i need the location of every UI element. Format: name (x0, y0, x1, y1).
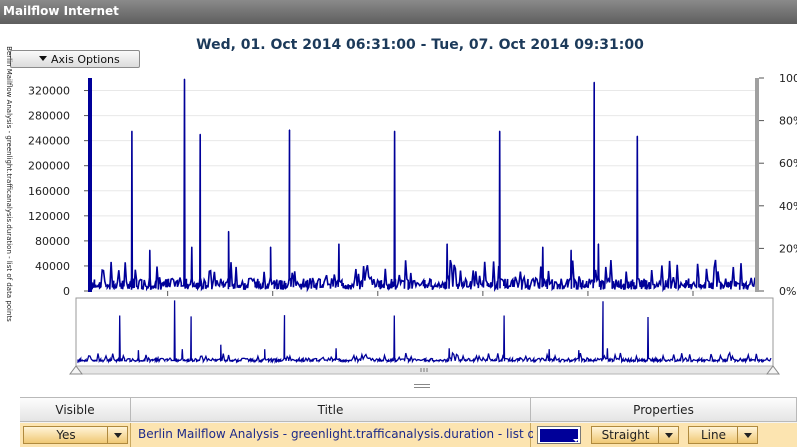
chevron-down-icon (737, 427, 757, 443)
series-color-picker[interactable] (537, 426, 581, 444)
y2-tick-label: 100% (779, 72, 797, 85)
y2-tick-label: 0% (779, 285, 796, 298)
spike-point (597, 243, 600, 245)
y-tick-label: 320000 (28, 85, 70, 98)
spike-point (191, 246, 193, 248)
window-title-bar: Mailflow Internet (0, 0, 797, 24)
spike-point (199, 133, 201, 135)
line-style-value: Line (700, 428, 726, 442)
scroll-left-handle[interactable] (69, 365, 83, 375)
scroll-thumb-grip[interactable] (420, 368, 428, 372)
visible-cell (20, 423, 131, 447)
spike-point (570, 249, 572, 251)
scroll-right-handle[interactable] (766, 365, 780, 375)
axis-options-label: Axis Options (51, 53, 120, 66)
chevron-down-icon (658, 427, 678, 443)
y-tick-label: 280000 (28, 110, 70, 123)
window-title: Mailflow Internet (3, 4, 119, 18)
column-header-properties[interactable]: Properties (531, 398, 797, 422)
spike-point (394, 130, 396, 132)
axis-options-button[interactable]: Axis Options (10, 50, 140, 68)
series-grid: Visible Title Properties Yes Berlin Mail… (20, 397, 797, 447)
spike-point (270, 246, 272, 248)
spike-point (593, 81, 595, 83)
interpolation-value: Straight (601, 428, 650, 442)
chevron-down-icon (39, 56, 47, 61)
overview-series-line (77, 300, 772, 364)
column-header-title[interactable]: Title (131, 398, 531, 422)
spike-point (288, 129, 291, 131)
interpolation-dropdown[interactable]: Straight (591, 426, 679, 444)
y-tick-label: 0 (63, 285, 70, 298)
series-title: Berlin Mailflow Analysis - greenlight.tr… (138, 427, 533, 441)
right-axis-bar (755, 78, 759, 292)
chevron-down-icon (107, 427, 127, 443)
y-tick-label: 120000 (28, 210, 70, 223)
table-row[interactable]: Yes Berlin Mailflow Analysis - greenligh… (20, 423, 797, 447)
chevron-down-icon (573, 439, 579, 442)
chart-title: Wed, 01. Oct 2014 06:31:00 - Tue, 07. Oc… (196, 37, 644, 53)
y-tick-label: 80000 (35, 235, 70, 248)
y-tick-label: 240000 (28, 135, 70, 148)
y2-tick-label: 60% (779, 157, 797, 170)
column-header-visible[interactable]: Visible (20, 398, 131, 422)
y-tick-label: 40000 (35, 260, 70, 273)
overview-navigator[interactable] (69, 297, 780, 375)
spike-point (131, 130, 133, 132)
line-style-dropdown[interactable]: Line (688, 426, 758, 444)
panel-splitter[interactable] (414, 384, 430, 390)
visible-value: Yes (56, 428, 76, 442)
y-tick-label: 160000 (28, 185, 70, 198)
spike-point (338, 243, 340, 245)
y2-tick-label: 80% (779, 115, 797, 128)
color-swatch (540, 429, 578, 442)
spike-point (636, 135, 638, 137)
spike-point (227, 230, 230, 233)
y2-tick-label: 40% (779, 200, 797, 213)
spike-point (149, 249, 151, 251)
y2-tick-label: 20% (779, 242, 797, 255)
spike-point (446, 243, 448, 245)
left-axis-bar (88, 78, 92, 292)
y-tick-label: 200000 (28, 160, 70, 173)
spike-point (499, 130, 501, 132)
spike-point (183, 78, 186, 80)
title-cell (131, 423, 531, 447)
spike-point (542, 246, 544, 248)
series-line (91, 79, 756, 293)
main-chart[interactable]: 0 40000 80000 120000 160000 200000 240000 28000… (0, 0, 797, 380)
visible-dropdown[interactable]: Yes (23, 426, 128, 444)
